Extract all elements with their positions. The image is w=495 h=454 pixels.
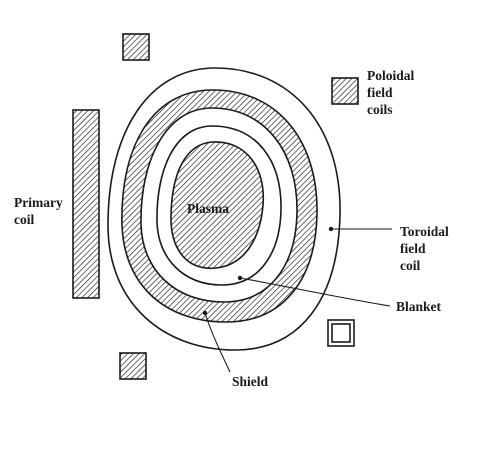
blanket-inner-boundary — [156, 125, 282, 286]
label-toroidal-line-3: coil — [400, 258, 420, 273]
toroidal-field-coil-outline — [107, 67, 341, 351]
leader-dot-shield — [202, 310, 208, 316]
poloidal-field-coil-bottom-left — [119, 352, 147, 380]
primary-coil-bar — [72, 109, 100, 299]
label-primary-line-2: coil — [14, 212, 34, 227]
leader-dot-toroidal — [328, 226, 334, 232]
label-plasma: Plasma — [187, 201, 229, 216]
label-poloidal-line-2: field — [367, 85, 393, 100]
poloidal-field-coil-bottom-right-inner — [331, 323, 351, 343]
plasma-core — [170, 141, 265, 269]
poloidal-field-coil-top-right — [331, 77, 359, 105]
label-primary-line-1: Primary — [14, 195, 63, 210]
leader-blanket — [239, 277, 391, 307]
shield-ring — [121, 89, 318, 323]
leader-shield — [204, 312, 231, 373]
label-poloidal-line-3: coils — [367, 102, 393, 117]
label-poloidal-line-1: Poloidal — [367, 68, 415, 83]
label-toroidal-line-2: field — [400, 241, 426, 256]
poloidal-field-coil-top-left — [122, 33, 150, 61]
label-toroidal-line-1: Toroidal — [400, 224, 449, 239]
leader-dot-blanket — [237, 275, 243, 281]
label-shield: Shield — [232, 374, 269, 389]
label-blanket: Blanket — [396, 299, 442, 314]
